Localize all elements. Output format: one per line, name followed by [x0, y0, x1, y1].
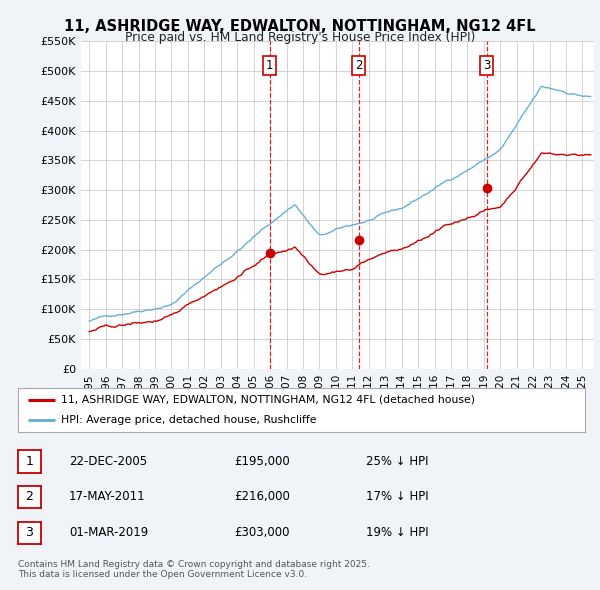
Text: 25% ↓ HPI: 25% ↓ HPI	[366, 455, 428, 468]
Text: 19% ↓ HPI: 19% ↓ HPI	[366, 526, 428, 539]
Text: 2: 2	[355, 60, 362, 73]
Text: Contains HM Land Registry data © Crown copyright and database right 2025.
This d: Contains HM Land Registry data © Crown c…	[18, 560, 370, 579]
Text: 22-DEC-2005: 22-DEC-2005	[69, 455, 147, 468]
Text: 17-MAY-2011: 17-MAY-2011	[69, 490, 146, 503]
Text: 1: 1	[25, 455, 34, 468]
Text: 1: 1	[266, 60, 274, 73]
Text: 2: 2	[25, 490, 34, 503]
Text: 11, ASHRIDGE WAY, EDWALTON, NOTTINGHAM, NG12 4FL (detached house): 11, ASHRIDGE WAY, EDWALTON, NOTTINGHAM, …	[61, 395, 475, 405]
Text: HPI: Average price, detached house, Rushcliffe: HPI: Average price, detached house, Rush…	[61, 415, 316, 425]
Text: Price paid vs. HM Land Registry's House Price Index (HPI): Price paid vs. HM Land Registry's House …	[125, 31, 475, 44]
Text: £303,000: £303,000	[234, 526, 290, 539]
Text: 01-MAR-2019: 01-MAR-2019	[69, 526, 148, 539]
Text: 11, ASHRIDGE WAY, EDWALTON, NOTTINGHAM, NG12 4FL: 11, ASHRIDGE WAY, EDWALTON, NOTTINGHAM, …	[64, 19, 536, 34]
Text: 3: 3	[483, 60, 490, 73]
Text: 3: 3	[25, 526, 34, 539]
Text: £216,000: £216,000	[234, 490, 290, 503]
Text: £195,000: £195,000	[234, 455, 290, 468]
Text: 17% ↓ HPI: 17% ↓ HPI	[366, 490, 428, 503]
